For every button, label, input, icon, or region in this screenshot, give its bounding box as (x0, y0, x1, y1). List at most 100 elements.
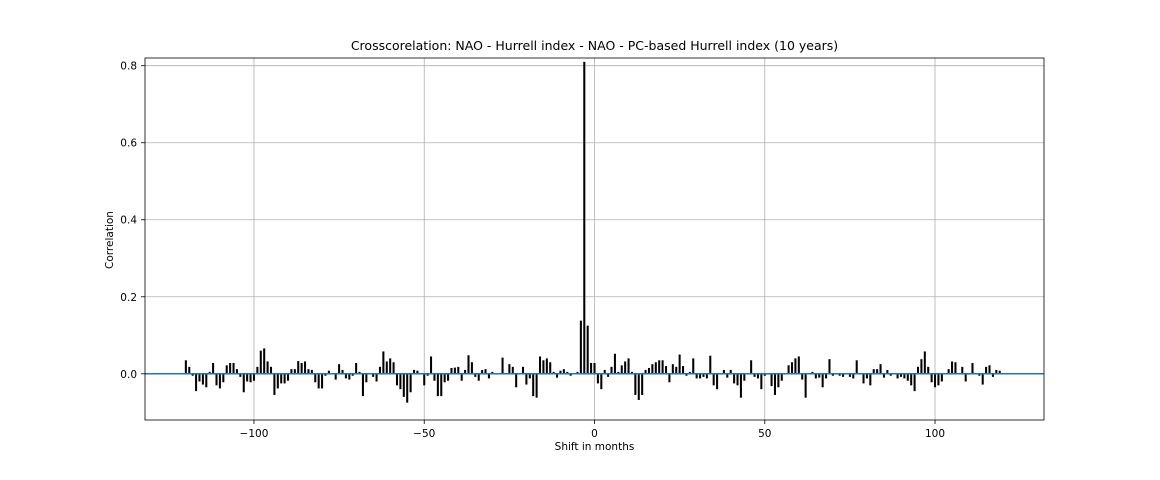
bar (358, 371, 361, 374)
bar (545, 358, 548, 374)
bar (947, 369, 950, 374)
bar (515, 373, 518, 388)
bar (382, 351, 385, 374)
bar (562, 369, 565, 374)
bar (743, 373, 746, 381)
bar (590, 363, 593, 374)
y-tick-label: 0.2 (120, 292, 137, 304)
bar (423, 373, 426, 386)
bar (307, 369, 310, 374)
bar (440, 373, 443, 397)
bar (341, 369, 344, 374)
bar (899, 373, 902, 377)
bar (525, 373, 528, 385)
bar (821, 373, 824, 388)
bar (583, 61, 586, 374)
bar (184, 360, 187, 374)
bar (780, 373, 783, 381)
bar (521, 366, 525, 374)
bar (814, 373, 817, 379)
bar (682, 366, 685, 374)
bar (763, 373, 766, 376)
bar (511, 366, 514, 374)
bar (457, 366, 460, 374)
bar (378, 366, 381, 374)
x-tick-label: 100 (925, 428, 945, 440)
bar (998, 370, 1001, 374)
x-axis-label: Shift in months (555, 441, 635, 453)
bar (668, 373, 671, 383)
bar (242, 373, 245, 393)
bar (729, 369, 732, 374)
bar (637, 373, 640, 400)
bar (801, 373, 804, 380)
bar (395, 373, 399, 386)
bar (290, 369, 293, 374)
bar (283, 373, 286, 384)
bar (208, 371, 211, 374)
bar (273, 373, 276, 395)
bar (702, 373, 705, 377)
bar (978, 373, 981, 376)
bar (620, 365, 623, 374)
bar (828, 359, 831, 374)
bar (661, 360, 664, 374)
bar (399, 373, 402, 390)
bar (981, 373, 984, 385)
bar (484, 369, 487, 374)
bar (195, 373, 198, 392)
bar (542, 360, 545, 374)
bar (453, 367, 456, 374)
bar (293, 369, 296, 374)
bar (249, 373, 252, 383)
bar (464, 369, 467, 374)
x-tick-label: 50 (758, 428, 771, 440)
bar (344, 373, 347, 379)
bar (920, 359, 923, 374)
x-tick-label: 0 (591, 428, 598, 440)
bar (552, 371, 555, 374)
bar (191, 373, 194, 376)
bar (481, 369, 484, 374)
bar (617, 371, 620, 374)
bar (709, 355, 712, 374)
bar (961, 366, 964, 374)
bar (579, 320, 582, 374)
bar (927, 366, 930, 374)
bar (348, 373, 351, 380)
bar (188, 366, 191, 374)
bar-series (184, 61, 1005, 403)
y-axis-ticks: 0.0 0.2 0.4 0.6 0.8 (120, 61, 145, 381)
bar (627, 358, 630, 374)
bar (355, 363, 358, 374)
x-axis-ticks: −100 −50 0 50 100 (240, 420, 945, 440)
y-tick-label: 0.4 (120, 215, 137, 227)
bar (487, 373, 490, 379)
bar (474, 373, 477, 377)
bar (739, 373, 742, 398)
bar (869, 373, 872, 386)
bar (276, 373, 279, 389)
bar (906, 373, 909, 381)
bar (603, 369, 606, 374)
bar (903, 373, 906, 379)
bar (198, 373, 201, 382)
bar (232, 363, 235, 374)
bar (831, 373, 834, 376)
bar (818, 373, 821, 378)
bar (753, 373, 756, 377)
bar (797, 356, 800, 374)
bar (256, 366, 259, 374)
bar (610, 366, 613, 374)
bar (934, 373, 937, 388)
bar (392, 362, 395, 374)
bar (361, 373, 364, 397)
bar (596, 373, 599, 384)
bar (385, 361, 388, 374)
bar (692, 358, 695, 374)
bar (825, 373, 828, 379)
bar (321, 373, 324, 389)
bar (556, 373, 559, 378)
bar (372, 373, 375, 377)
bar (910, 373, 913, 386)
